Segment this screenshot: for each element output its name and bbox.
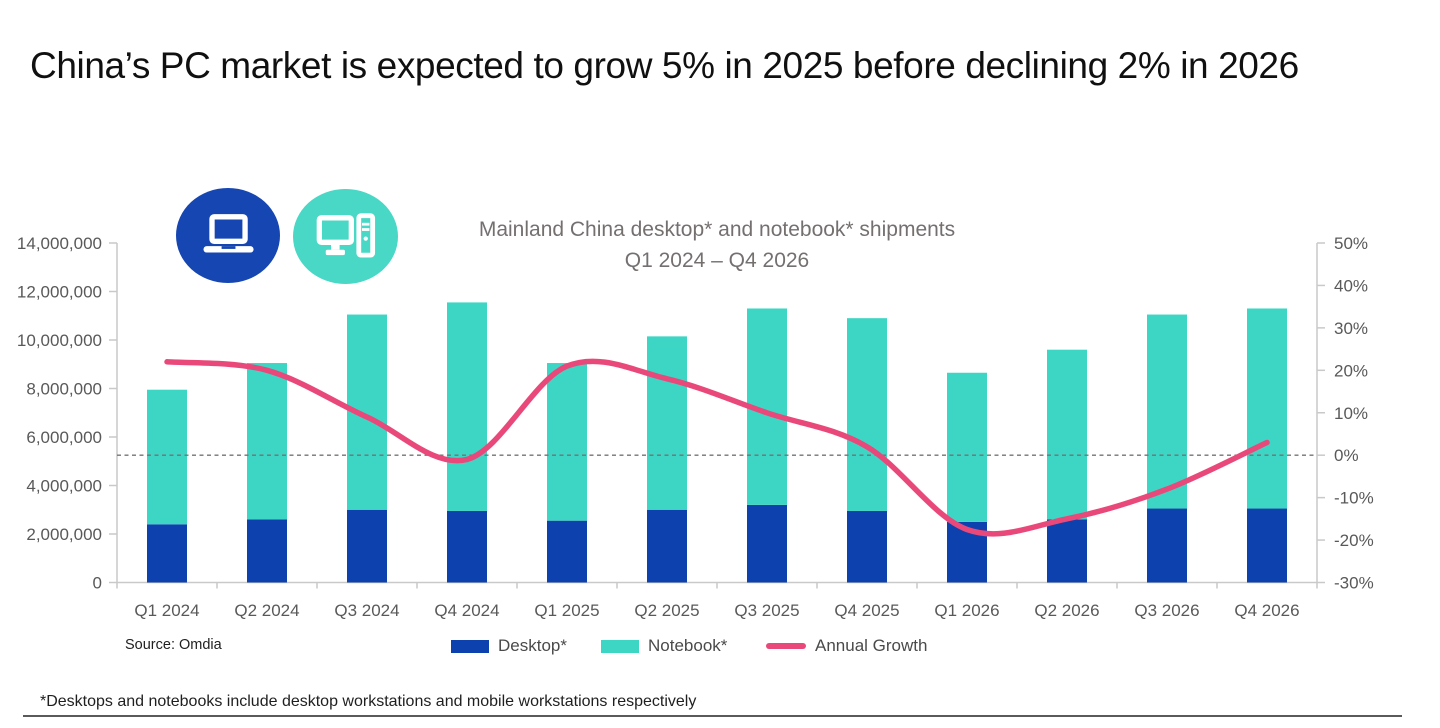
right-axis-tick-label: 20% [1334, 361, 1368, 380]
x-axis-category-label: Q4 2024 [434, 601, 499, 620]
laptop-icon [176, 188, 280, 283]
annual-growth-legend-label: Annual Growth [815, 636, 928, 655]
bar-desktop-6 [747, 504, 787, 583]
page-title: China’s PC market is expected to grow 5%… [30, 45, 1299, 86]
chart-title-line1: Mainland China desktop* and notebook* sh… [478, 218, 956, 241]
x-axis-category-label: Q1 2025 [534, 601, 599, 620]
right-axis-tick-label: -30% [1334, 574, 1374, 593]
bar-notebook-3 [447, 302, 487, 511]
bar-desktop-11 [1247, 508, 1287, 583]
chart-title-line2: Q1 2024 – Q4 2026 [624, 249, 810, 272]
bar-notebook-5 [647, 336, 687, 510]
desktop-pc-icon [293, 189, 398, 284]
bar-desktop-5 [647, 509, 687, 583]
bar-notebook-8 [947, 372, 987, 522]
right-axis-tick-label: 30% [1334, 319, 1368, 338]
right-axis-tick-label: 40% [1334, 276, 1368, 295]
bar-desktop-9 [1047, 519, 1087, 583]
laptop-glyph [203, 213, 254, 253]
x-axis-category-label: Q3 2026 [1134, 601, 1199, 620]
annual-growth-legend-swatch [766, 643, 806, 649]
left-axis-tick-label: 8,000,000 [26, 380, 102, 399]
x-axis-category-label: Q2 2026 [1034, 601, 1099, 620]
desktop-legend-swatch [451, 639, 489, 653]
bar-notebook-7 [847, 318, 887, 511]
left-axis-tick-label: 10,000,000 [17, 331, 102, 350]
x-axis-category-label: Q1 2026 [934, 601, 999, 620]
x-axis-category-label: Q3 2024 [334, 601, 399, 620]
x-axis-category-label: Q2 2025 [634, 601, 699, 620]
desktop-legend-label: Desktop* [498, 636, 567, 655]
left-axis-tick-label: 14,000,000 [17, 234, 102, 253]
bar-desktop-3 [447, 510, 487, 583]
right-axis-tick-label: -20% [1334, 531, 1374, 550]
x-axis-category-label: Q4 2026 [1234, 601, 1299, 620]
x-axis-category-label: Q4 2025 [834, 601, 899, 620]
x-axis-category-label: Q2 2024 [234, 601, 299, 620]
right-axis-tick-label: -10% [1334, 489, 1374, 508]
notebook-legend-label: Notebook* [648, 636, 728, 655]
bar-desktop-10 [1147, 508, 1187, 583]
bar-notebook-1 [247, 363, 287, 520]
x-axis-category-label: Q3 2025 [734, 601, 799, 620]
bar-desktop-7 [847, 510, 887, 583]
x-axis-category-label: Q1 2024 [134, 601, 199, 620]
bar-notebook-9 [1047, 349, 1087, 520]
footnote: *Desktops and notebooks include desktop … [40, 693, 697, 710]
right-axis-tick-label: 0% [1334, 446, 1359, 465]
right-axis-tick-label: 50% [1334, 234, 1368, 253]
bar-notebook-4 [547, 363, 587, 521]
bar-desktop-0 [147, 524, 187, 583]
legend-item-desktop: Desktop* [451, 636, 567, 656]
source-note: Source: Omdia [125, 637, 222, 653]
left-axis-tick-label: 0 [93, 574, 102, 593]
notebook-legend-swatch [601, 639, 639, 653]
chart-title: Mainland China desktop* and notebook* sh… [117, 214, 1317, 276]
annual-growth-line [164, 358, 1270, 537]
bar-desktop-1 [247, 519, 287, 583]
bar-desktop-4 [547, 520, 587, 583]
bottom-rule [23, 715, 1402, 717]
desktop-pc-glyph [316, 212, 375, 258]
bar-notebook-11 [1247, 308, 1287, 509]
left-axis-tick-label: 2,000,000 [26, 525, 102, 544]
left-axis-tick-label: 12,000,000 [17, 283, 102, 302]
legend-item-annual-growth: Annual Growth [766, 636, 927, 656]
bar-notebook-10 [1147, 314, 1187, 509]
left-axis-tick-label: 4,000,000 [26, 477, 102, 496]
right-axis-tick-label: 10% [1334, 404, 1368, 423]
left-axis-tick-label: 6,000,000 [26, 428, 102, 447]
legend-item-notebook: Notebook* [601, 636, 727, 656]
bar-notebook-0 [147, 389, 187, 525]
bar-desktop-2 [347, 509, 387, 583]
